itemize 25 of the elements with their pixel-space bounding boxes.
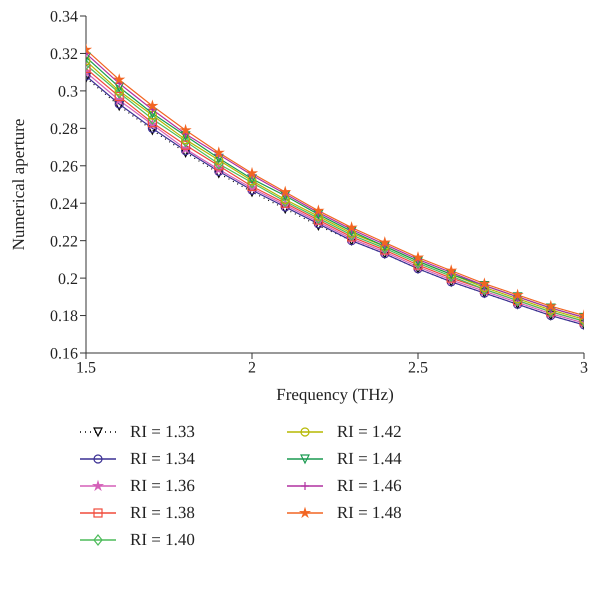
x-tick-label: 2.5 [408,359,428,376]
y-axis-title: Numerical aperture [9,118,28,250]
y-tick-label: 0.26 [50,158,78,176]
y-tick-label: 0.2 [58,270,78,288]
y-tick-label: 0.32 [50,46,78,64]
legend-label: RI = 1.33 [130,422,195,442]
legend-label: RI = 1.38 [130,502,195,522]
y-tick-label: 0.16 [50,346,78,363]
legend-label: RI = 1.48 [336,502,402,522]
y-tick-label: 0.24 [50,196,78,213]
y-tick-label: 0.28 [50,121,78,138]
y-tick-label: 0.22 [50,233,78,250]
x-tick-label: 1.5 [76,359,96,376]
x-tick-label: 3 [580,359,588,376]
legend-label: RI = 1.34 [130,448,195,468]
legend-label: RI = 1.42 [336,422,402,442]
legend-label: RI = 1.46 [336,476,402,496]
legend-label: RI = 1.44 [336,448,402,468]
legend-label: RI = 1.40 [130,530,195,550]
x-axis-title: Frequency (THz) [276,385,394,404]
x-tick-label: 2 [248,359,256,376]
legend-label: RI = 1.36 [130,476,195,496]
y-tick-label: 0.3 [58,84,78,101]
y-tick-label: 0.18 [50,308,78,326]
y-tick-label: 0.34 [50,8,78,26]
